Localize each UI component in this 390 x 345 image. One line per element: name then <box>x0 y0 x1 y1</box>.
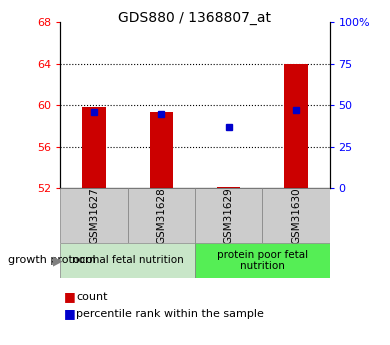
Text: percentile rank within the sample: percentile rank within the sample <box>76 309 264 319</box>
Bar <box>60 188 128 243</box>
Text: GDS880 / 1368807_at: GDS880 / 1368807_at <box>119 11 271 25</box>
Text: ▶: ▶ <box>53 254 62 267</box>
Text: GSM31627: GSM31627 <box>89 187 99 244</box>
Text: ■: ■ <box>64 307 76 321</box>
Bar <box>284 64 308 188</box>
Text: protein poor fetal
nutrition: protein poor fetal nutrition <box>217 250 308 271</box>
Bar <box>217 187 240 188</box>
Text: growth protocol: growth protocol <box>8 256 96 265</box>
Text: GSM31630: GSM31630 <box>291 187 301 244</box>
Bar <box>262 188 330 243</box>
Bar <box>82 107 106 188</box>
Bar <box>195 243 330 278</box>
Bar <box>128 188 195 243</box>
Text: GSM31629: GSM31629 <box>223 187 234 244</box>
Text: GSM31628: GSM31628 <box>156 187 167 244</box>
Text: ■: ■ <box>64 290 76 303</box>
Text: normal fetal nutrition: normal fetal nutrition <box>72 256 184 265</box>
Bar <box>150 112 173 188</box>
Bar <box>60 243 195 278</box>
Text: count: count <box>76 292 108 302</box>
Bar <box>195 188 262 243</box>
